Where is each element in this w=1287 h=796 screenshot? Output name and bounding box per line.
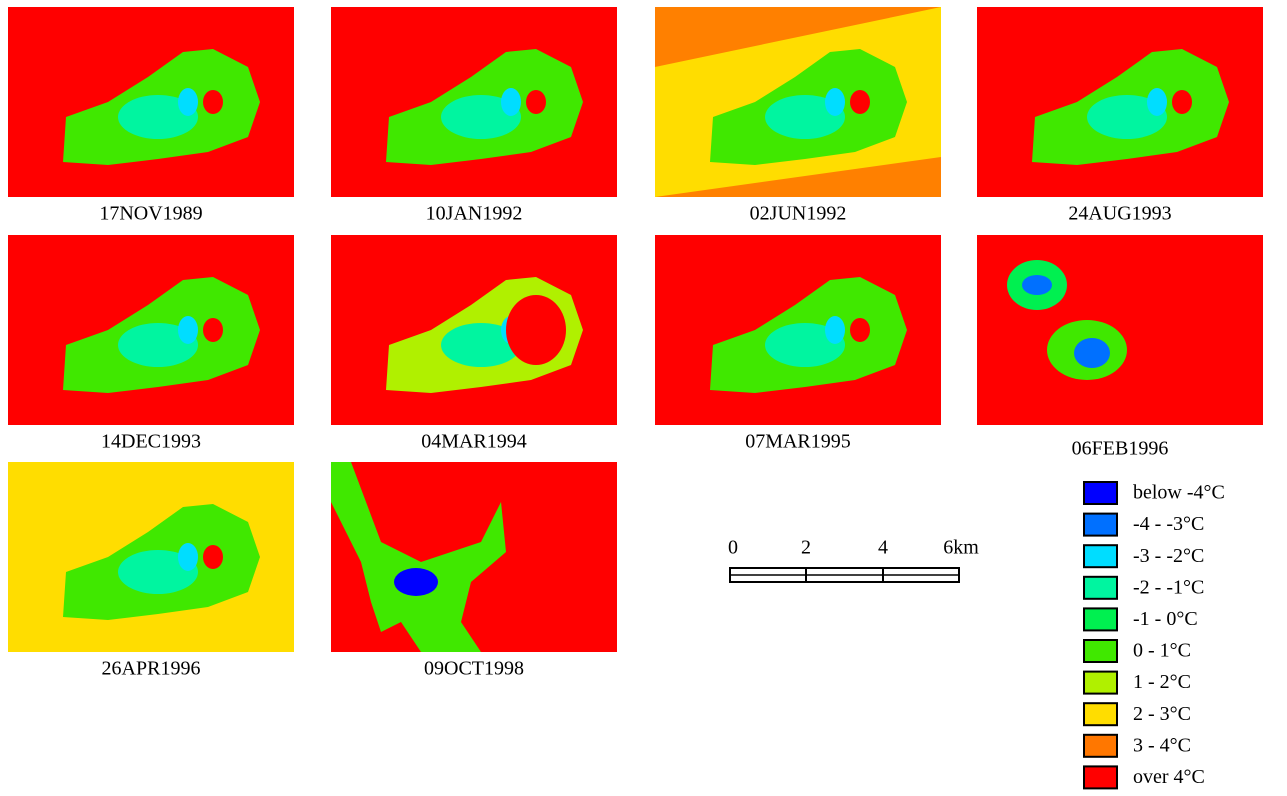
map-hole (506, 295, 566, 365)
map-patch (825, 88, 845, 116)
map-hole (203, 318, 223, 342)
panel-date: 24AUG1993 (1068, 203, 1171, 225)
figure: 17NOV1989 10JAN1992 02JUN1992 24AUG1993 14DE… (0, 0, 1287, 796)
legend-label: 3 - 4°C (1133, 734, 1191, 756)
map-panel (655, 235, 941, 425)
legend-swatch (1084, 545, 1117, 567)
scale-label: 0 (728, 537, 738, 559)
legend-label: -4 - -3°C (1133, 513, 1204, 535)
legend-swatch (1084, 766, 1117, 788)
legend-swatch (1084, 735, 1117, 757)
map-panel (8, 7, 294, 197)
legend-label: over 4°C (1133, 766, 1205, 788)
scale-label: 6km (943, 537, 979, 559)
map-patch (394, 568, 438, 596)
legend-swatch (1084, 482, 1117, 504)
panel-date: 26APR1996 (102, 658, 201, 680)
map-hole (203, 545, 223, 569)
panel-date: 14DEC1993 (101, 431, 201, 453)
legend-label: 1 - 2°C (1133, 671, 1191, 693)
legend-swatch (1084, 608, 1117, 630)
panel-date: 09OCT1998 (424, 658, 524, 680)
map-hole (850, 318, 870, 342)
legend-swatch (1084, 514, 1117, 536)
legend-label: 0 - 1°C (1133, 640, 1191, 662)
map-panel (331, 235, 617, 425)
map-patch (825, 316, 845, 344)
map-panel (331, 462, 617, 652)
map-patch (501, 88, 521, 116)
legend-swatch (1084, 672, 1117, 694)
map-hole (526, 90, 546, 114)
map-panel (977, 7, 1263, 197)
panel-date: 04MAR1994 (421, 431, 527, 453)
panel-date: 06FEB1996 (1072, 438, 1169, 460)
panel-date: 07MAR1995 (745, 431, 851, 453)
map-patch (178, 316, 198, 344)
map-patch (178, 88, 198, 116)
map-hole (203, 90, 223, 114)
map-patch (1074, 338, 1110, 368)
legend-swatch (1084, 577, 1117, 599)
scale-label: 4 (878, 537, 888, 559)
legend-label: -1 - 0°C (1133, 608, 1198, 630)
panel-date: 10JAN1992 (426, 203, 523, 225)
map-patch (1022, 275, 1052, 295)
legend-label: -3 - -2°C (1133, 545, 1204, 567)
panel-date: 17NOV1989 (99, 203, 202, 225)
map-panel (8, 462, 294, 652)
map-hole (850, 90, 870, 114)
map-panel (331, 7, 617, 197)
map-hole (1172, 90, 1192, 114)
map-panel (655, 7, 941, 197)
map-panel (977, 235, 1263, 425)
map-patch (178, 543, 198, 571)
legend-swatch (1084, 703, 1117, 725)
legend-label: -2 - -1°C (1133, 576, 1204, 598)
legend-label: below -4°C (1133, 482, 1225, 504)
legend-swatch (1084, 640, 1117, 662)
map-panel (8, 235, 294, 425)
panel-date: 02JUN1992 (750, 203, 847, 225)
scale-label: 2 (801, 537, 811, 559)
legend-label: 2 - 3°C (1133, 703, 1191, 725)
map-patch (1147, 88, 1167, 116)
map-background (977, 235, 1263, 425)
scale-bar (730, 568, 959, 582)
